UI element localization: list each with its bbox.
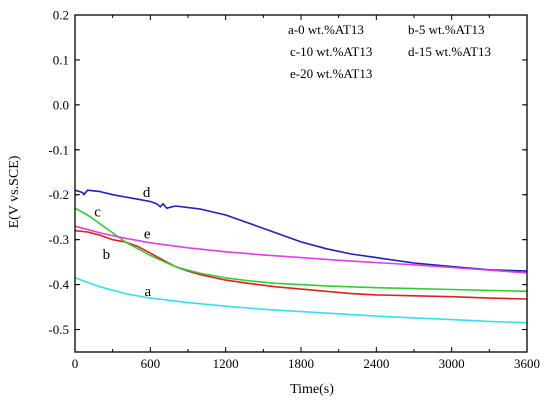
x-axis-title: Time(s) <box>290 382 334 397</box>
series-line-a <box>74 277 528 324</box>
curve-label-d: d <box>143 185 151 201</box>
x-tick-label: 1800 <box>288 356 314 371</box>
curve-label-e: e <box>144 226 151 242</box>
series-line-b <box>74 229 528 300</box>
series-line-d <box>74 189 528 272</box>
y-tick-label: -0.2 <box>48 187 69 202</box>
x-tick-label: 0 <box>72 356 79 371</box>
y-axis-title: E(V vs.SCE) <box>7 155 22 228</box>
legend-entry-e: e-20 wt.%AT13 <box>290 66 372 81</box>
series-layer <box>74 189 528 324</box>
y-tick-label: -0.5 <box>48 322 69 337</box>
y-tick-label: -0.3 <box>48 232 69 247</box>
y-tick-label: 0.2 <box>53 8 69 23</box>
y-tick-label: -0.1 <box>48 142 69 157</box>
x-tick-label: 600 <box>141 356 161 371</box>
x-tick-label: 3600 <box>514 356 540 371</box>
ticks-layer: 0 600 1200 1800 2400 3000 3600 -0.5 -0.4 -0.3 -0.2… <box>48 8 540 372</box>
x-tick-label: 2400 <box>363 356 389 371</box>
x-tick-label: 3000 <box>439 356 465 371</box>
curve-label-c: c <box>94 204 101 220</box>
legend-block: a-0 wt.%AT13 b-5 wt.%AT13 c-10 wt.%AT13 … <box>288 22 491 81</box>
legend-entry-d: d-15 wt.%AT13 <box>408 44 491 59</box>
curve-label-a: a <box>144 284 151 300</box>
y-tick-label: 0.1 <box>53 52 69 67</box>
legend-entry-a: a-0 wt.%AT13 <box>288 22 364 37</box>
series-line-e <box>74 225 528 274</box>
y-tick-label: 0.0 <box>53 97 69 112</box>
curve-label-layer: a b c d e <box>94 185 151 300</box>
curve-label-b: b <box>103 247 111 263</box>
x-tick-label: 1200 <box>213 356 239 371</box>
legend-entry-c: c-10 wt.%AT13 <box>290 44 372 59</box>
legend-entry-b: b-5 wt.%AT13 <box>408 22 485 37</box>
y-tick-label: -0.4 <box>48 277 69 292</box>
